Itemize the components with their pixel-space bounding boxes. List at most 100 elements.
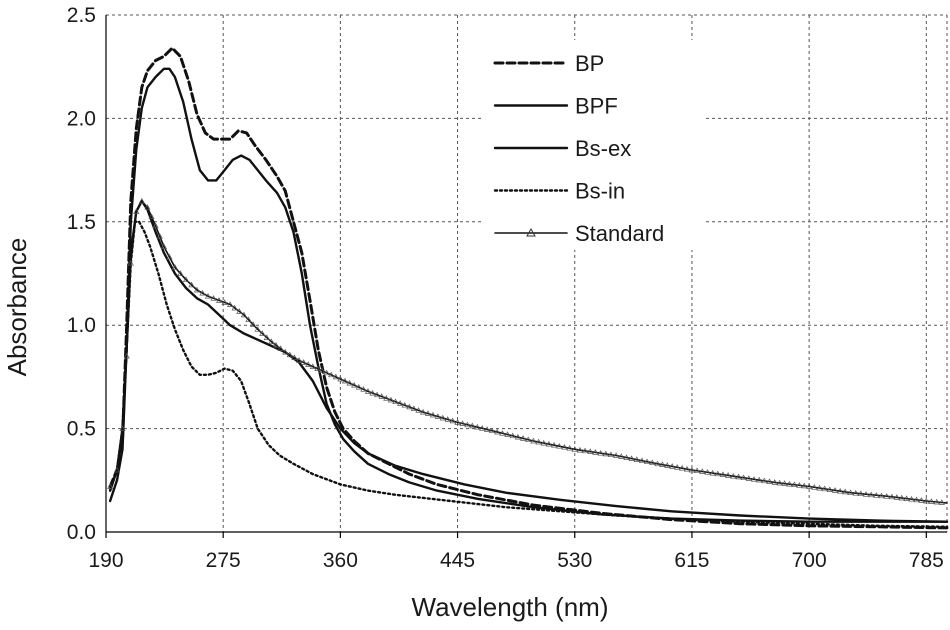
standard-marker xyxy=(816,484,823,491)
y-axis-title: Absorbance xyxy=(2,238,32,377)
standard-marker xyxy=(300,359,307,365)
standard-marker xyxy=(277,345,284,351)
standard-marker xyxy=(556,442,563,449)
standard-marker xyxy=(341,377,349,384)
x-tick-label: 360 xyxy=(323,549,358,572)
standard-marker xyxy=(231,304,238,311)
standard-marker xyxy=(664,462,671,468)
standard-marker xyxy=(152,222,159,229)
standard-marker xyxy=(719,471,727,477)
standard-marker xyxy=(613,452,620,458)
standard-marker xyxy=(182,276,190,283)
standard-marker xyxy=(623,454,630,460)
standard-marker xyxy=(514,433,521,440)
standard-marker xyxy=(107,483,114,489)
standard-marker xyxy=(459,420,466,426)
standard-marker xyxy=(204,292,212,299)
standard-marker xyxy=(305,361,312,367)
standard-marker xyxy=(883,493,890,499)
standard-marker xyxy=(133,208,140,214)
x-tick-labels: 190 275 360 445 530 615 700 785 xyxy=(88,549,943,572)
standard-marker xyxy=(397,400,404,406)
standard-marker xyxy=(364,388,372,394)
standard-marker xyxy=(314,365,321,371)
standard-marker xyxy=(908,495,915,502)
standard-marker xyxy=(392,398,399,405)
standard-marker xyxy=(504,431,511,437)
standard-marker xyxy=(709,469,716,476)
standard-marker xyxy=(654,460,661,467)
standard-marker xyxy=(369,389,376,396)
standard-marker xyxy=(259,330,266,336)
legend-triangle-marker xyxy=(526,227,536,237)
standard-marker xyxy=(351,381,358,388)
standard-marker xyxy=(607,451,614,458)
standard-marker xyxy=(811,484,818,490)
standard-marker xyxy=(923,497,930,504)
standard-marker xyxy=(852,489,859,496)
standard-marker xyxy=(148,213,155,219)
series-line-standard xyxy=(109,200,948,504)
standard-marker xyxy=(406,403,413,410)
standard-marker xyxy=(268,338,275,345)
standard-marker xyxy=(282,348,289,355)
y-tick-label: 2.5 xyxy=(67,4,96,27)
standard-marker xyxy=(429,411,436,418)
standard-marker xyxy=(649,459,656,466)
standard-marker xyxy=(659,461,666,467)
standard-marker xyxy=(735,473,742,480)
standard-marker xyxy=(337,375,344,382)
x-tick-label: 615 xyxy=(674,549,709,572)
standard-marker xyxy=(444,416,451,422)
standard-marker xyxy=(332,373,339,380)
legend-label: Standard xyxy=(575,221,664,246)
x-tick-label: 700 xyxy=(792,549,827,572)
standard-marker xyxy=(434,413,441,419)
standard-marker xyxy=(295,357,303,363)
standard-marker xyxy=(638,457,646,464)
standard-marker xyxy=(160,243,167,249)
standard-marker xyxy=(520,435,527,441)
standard-marker xyxy=(857,490,864,497)
legend-label: Bs-in xyxy=(575,179,625,204)
standard-marker xyxy=(449,417,456,424)
standard-marker xyxy=(602,450,609,457)
axes xyxy=(105,15,947,533)
standard-marker xyxy=(144,204,151,210)
standard-marker xyxy=(587,448,594,454)
standard-marker xyxy=(730,472,737,479)
standard-marker xyxy=(918,497,925,503)
standard-marker xyxy=(525,436,532,443)
standard-marker xyxy=(674,464,681,470)
standard-marker xyxy=(309,363,316,369)
standard-marker xyxy=(745,475,752,481)
standard-marker xyxy=(494,428,501,435)
standard-marker xyxy=(776,479,783,486)
standard-marker xyxy=(831,487,839,493)
standard-marker xyxy=(694,467,701,474)
standard-marker xyxy=(123,352,130,359)
standard-marker xyxy=(250,321,257,327)
x-tick-label: 190 xyxy=(88,549,123,572)
standard-marker xyxy=(323,369,330,376)
standard-marker xyxy=(545,440,552,447)
standard-marker xyxy=(566,444,573,451)
legend-label: Bs-ex xyxy=(575,136,631,161)
standard-marker xyxy=(469,422,476,429)
y-tick-label: 1.5 xyxy=(67,211,96,234)
series-line-bpf xyxy=(108,67,949,523)
standard-marker xyxy=(291,354,298,360)
standard-marker xyxy=(156,233,163,239)
standard-marker xyxy=(903,495,910,501)
standard-marker xyxy=(740,474,747,481)
standard-marker xyxy=(592,449,599,455)
standard-marker xyxy=(318,367,326,374)
standard-marker xyxy=(535,438,542,445)
x-axis-title: Wavelength (nm) xyxy=(412,592,609,622)
standard-marker xyxy=(474,423,481,430)
standard-marker xyxy=(119,425,126,431)
standard-marker xyxy=(439,414,446,421)
standard-marker xyxy=(796,482,803,488)
standard-marker xyxy=(488,427,496,434)
standard-marker xyxy=(618,453,625,459)
